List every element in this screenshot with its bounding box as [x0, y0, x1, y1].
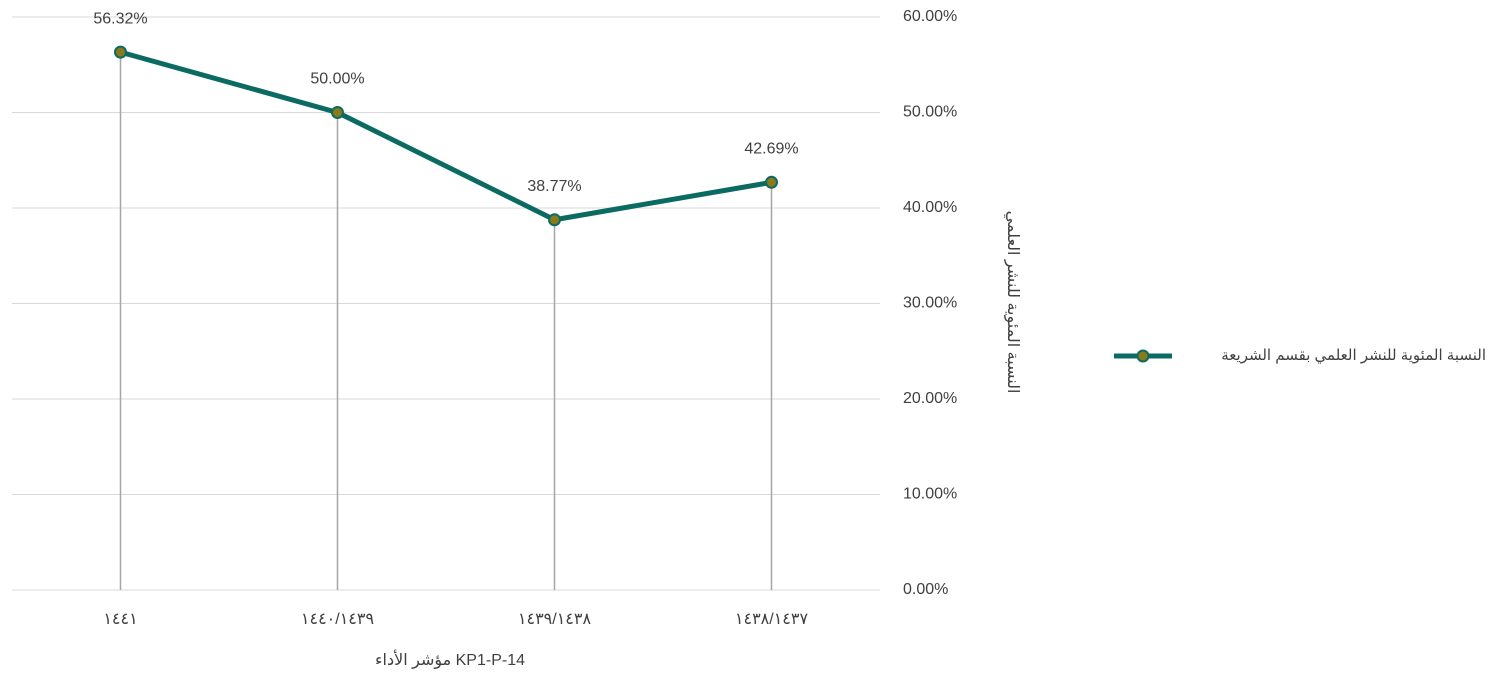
- legend-swatch-marker: [1138, 351, 1149, 362]
- chart: مؤشر الأداء KP1-P-14 النسبة المئوية للنش…: [0, 0, 1490, 673]
- legend-label: النسبة المئوية للنشر العلمي بقسم الشريعة: [1221, 347, 1486, 365]
- point: [115, 47, 126, 58]
- y-tick-label: 10.00%: [903, 486, 957, 503]
- y-tick-label: 50.00%: [903, 104, 957, 121]
- y-tick-label: 40.00%: [903, 199, 957, 216]
- y-axis-title: النسبة المئوية للنشر العلمي: [1003, 211, 1021, 394]
- data-label: 50.00%: [310, 71, 364, 88]
- data-label: 42.69%: [744, 141, 798, 158]
- y-tick-label: 30.00%: [903, 295, 957, 312]
- point: [332, 107, 343, 118]
- y-tick-label: 60.00%: [903, 8, 957, 25]
- x-axis-title: مؤشر الأداء KP1-P-14: [375, 649, 525, 670]
- y-tick-label: 0.00%: [903, 581, 948, 598]
- x-tick-label: ١٤٤٠/١٤٣٩: [301, 611, 374, 628]
- y-tick-label: 20.00%: [903, 390, 957, 407]
- data-label: 56.32%: [93, 10, 147, 27]
- point: [549, 214, 560, 225]
- data-label: 38.77%: [527, 178, 581, 195]
- x-tick-label: ١٤٣٩/١٤٣٨: [518, 611, 592, 628]
- series-line: [121, 52, 772, 220]
- x-tick-label: ١٤٤١: [103, 611, 137, 628]
- x-tick-label: ١٤٣٨/١٤٣٧: [735, 611, 809, 628]
- point: [766, 177, 777, 188]
